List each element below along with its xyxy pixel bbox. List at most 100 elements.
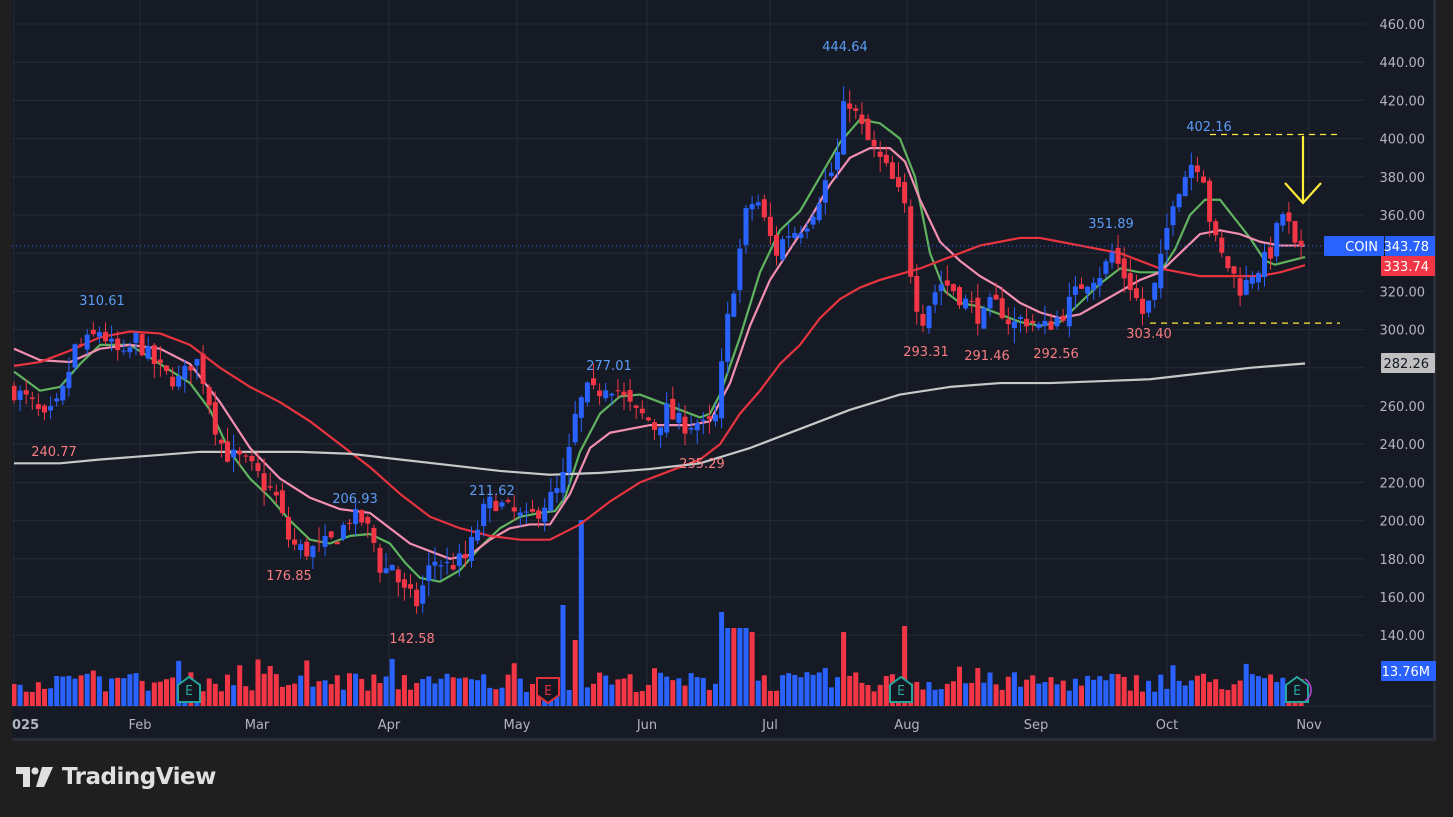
candle-body[interactable]	[798, 233, 804, 238]
tradingview-logo[interactable]: TradingView	[16, 764, 216, 790]
candle-body[interactable]	[1018, 317, 1023, 319]
candle-body[interactable]	[438, 565, 444, 567]
candle-body[interactable]	[536, 510, 542, 519]
candle-body[interactable]	[658, 427, 664, 436]
candle-body[interactable]	[743, 208, 749, 245]
candle-body[interactable]	[871, 139, 877, 147]
candle-body[interactable]	[292, 539, 298, 545]
candle-body[interactable]	[157, 359, 163, 363]
candle-body[interactable]	[993, 294, 999, 300]
candle-body[interactable]	[792, 232, 798, 238]
candle-body[interactable]	[164, 365, 169, 372]
candle-body[interactable]	[889, 162, 895, 179]
price-chart[interactable]: 310.61 240.77 206.93 176.85 142.58 211.62 277.…	[12, 0, 1436, 741]
candle-body[interactable]	[249, 455, 255, 462]
last-price-tag[interactable]: 343.78	[1384, 236, 1436, 256]
earnings-marker-icon[interactable]: E	[889, 675, 913, 703]
candle-body[interactable]	[908, 206, 914, 277]
earnings-marker-icon[interactable]: E	[1285, 675, 1312, 703]
candle-body[interactable]	[371, 527, 377, 543]
time-axis[interactable]: 025 Feb Mar Apr May Jun Jul Aug Sep Oct Nov	[12, 718, 1322, 733]
candle-body[interactable]	[194, 359, 200, 366]
candle-body[interactable]	[938, 284, 944, 291]
candle-body[interactable]	[755, 202, 761, 206]
candle-body[interactable]	[1280, 214, 1286, 226]
candle-body[interactable]	[188, 366, 194, 371]
candle-body[interactable]	[914, 276, 920, 312]
candle-body[interactable]	[676, 412, 682, 423]
candle-body[interactable]	[243, 455, 249, 457]
candle-body[interactable]	[279, 490, 285, 514]
candle-body[interactable]	[877, 151, 883, 157]
candle-body[interactable]	[804, 228, 810, 232]
candle-body[interactable]	[999, 298, 1005, 319]
candle-body[interactable]	[1292, 220, 1298, 243]
candle-body[interactable]	[96, 332, 102, 337]
candle-body[interactable]	[621, 391, 627, 396]
candle-body[interactable]	[347, 522, 352, 524]
candle-body[interactable]	[127, 347, 133, 353]
candle-body[interactable]	[139, 334, 145, 356]
candle-body[interactable]	[225, 441, 230, 462]
candle-body[interactable]	[365, 517, 371, 524]
candle-body[interactable]	[322, 535, 328, 547]
candle-body[interactable]	[182, 365, 188, 380]
candle-body[interactable]	[60, 385, 66, 401]
candle-body[interactable]	[1072, 286, 1078, 295]
candle-body[interactable]	[1121, 258, 1127, 279]
candle-body[interactable]	[395, 569, 401, 583]
candle-body[interactable]	[359, 510, 365, 523]
candle-body[interactable]	[1066, 296, 1072, 327]
candle-body[interactable]	[377, 547, 383, 573]
candle-body[interactable]	[706, 416, 712, 419]
candle-body[interactable]	[481, 503, 487, 527]
candlesticks[interactable]	[12, 86, 1304, 614]
candle-body[interactable]	[493, 500, 499, 512]
candle-body[interactable]	[670, 398, 676, 420]
candle-body[interactable]	[920, 314, 926, 326]
candle-body[interactable]	[54, 398, 60, 402]
candle-body[interactable]	[963, 298, 969, 309]
candle-body[interactable]	[1146, 300, 1152, 313]
candle-body[interactable]	[469, 536, 474, 561]
earnings-marker-icon[interactable]: E	[177, 675, 201, 703]
candle-body[interactable]	[450, 565, 456, 570]
candle-body[interactable]	[883, 154, 889, 164]
candle-body[interactable]	[1115, 247, 1121, 264]
candle-body[interactable]	[499, 502, 505, 507]
candle-body[interactable]	[548, 491, 554, 511]
candle-body[interactable]	[761, 199, 767, 218]
candle-body[interactable]	[353, 509, 359, 525]
candle-body[interactable]	[554, 488, 560, 493]
candle-body[interactable]	[749, 204, 755, 210]
candle-body[interactable]	[267, 486, 273, 488]
candle-body[interactable]	[237, 450, 243, 455]
candle-body[interactable]	[261, 473, 267, 491]
candle-body[interactable]	[456, 553, 462, 566]
candle-body[interactable]	[926, 306, 932, 329]
candle-body[interactable]	[1024, 318, 1030, 327]
candle-body[interactable]	[84, 334, 90, 350]
candle-body[interactable]	[426, 565, 432, 581]
candle-body[interactable]	[822, 180, 828, 203]
candle-body[interactable]	[694, 422, 700, 431]
candle-body[interactable]	[1140, 298, 1145, 314]
earnings-marker-icon[interactable]: E	[536, 677, 560, 705]
candle-body[interactable]	[115, 338, 121, 351]
candle-body[interactable]	[523, 511, 529, 513]
candle-body[interactable]	[1194, 165, 1200, 173]
candle-body[interactable]	[700, 419, 706, 421]
candle-body[interactable]	[328, 531, 334, 538]
candle-body[interactable]	[170, 376, 176, 387]
candle-body[interactable]	[218, 439, 224, 444]
candle-body[interactable]	[810, 216, 816, 225]
candle-body[interactable]	[23, 390, 29, 395]
candle-body[interactable]	[902, 182, 908, 204]
candle-body[interactable]	[1170, 206, 1176, 226]
candle-body[interactable]	[645, 417, 651, 421]
candle-body[interactable]	[17, 390, 23, 400]
candle-body[interactable]	[731, 293, 737, 317]
candle-body[interactable]	[572, 413, 578, 443]
ma-gray-value-tag[interactable]: 282.26	[1381, 353, 1435, 373]
